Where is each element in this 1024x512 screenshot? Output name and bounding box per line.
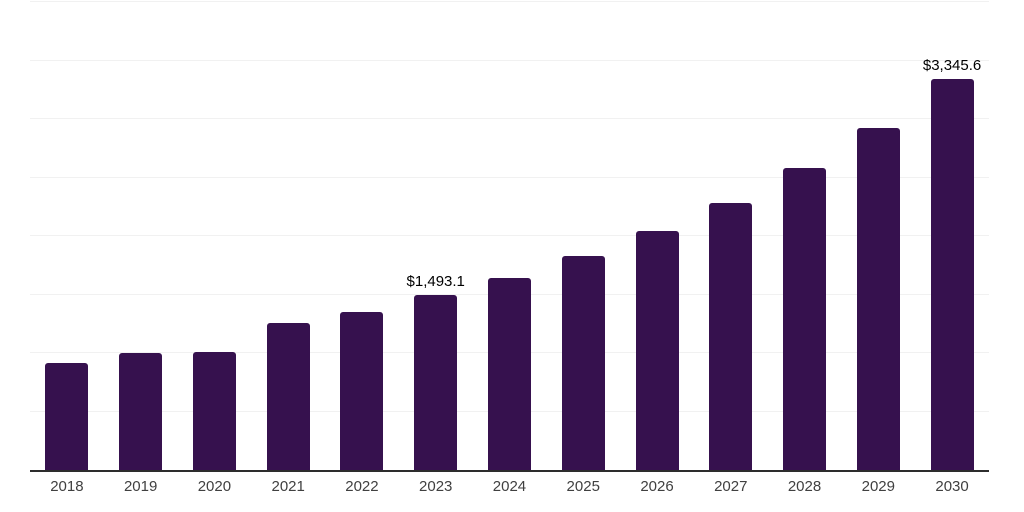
x-axis-label-2027: 2027: [714, 478, 748, 495]
x-axis-label-2023: 2023: [419, 478, 453, 495]
bar-2021[interactable]: [266, 323, 310, 470]
bar-2029[interactable]: [856, 127, 900, 470]
gridline-2000: [30, 235, 989, 236]
bar-2022[interactable]: [340, 312, 384, 470]
x-axis-label-2030: 2030: [935, 478, 969, 495]
x-axis-label-2022: 2022: [345, 478, 379, 495]
x-axis-label-2019: 2019: [123, 478, 158, 495]
x-axis: 2018 2019 2020 2021 2022 2023 2024 2025 2026 2027…: [30, 478, 989, 496]
bar-slot-2029: [841, 2, 915, 470]
bar-slot-2026: [620, 2, 694, 470]
bar-slot-2020: [178, 2, 252, 470]
x-axis-label-2018: 2018: [50, 478, 84, 495]
bar-slot-2028: [768, 2, 842, 470]
bar-2027[interactable]: [709, 203, 753, 470]
bar-value-label-2023: $1,493.1: [406, 273, 465, 291]
bar-value-label-2030: $3,345.6: [922, 56, 982, 74]
x-axis-label-2021: 2021: [271, 478, 305, 495]
x-axis-label-2025: 2025: [566, 478, 600, 495]
bar-slot-2022: [325, 2, 399, 470]
gridline-4000: [30, 1, 989, 2]
gridline-3000: [30, 118, 989, 119]
x-axis-label-2029: 2029: [861, 478, 895, 495]
x-axis-label-2024: 2024: [492, 478, 527, 495]
bar-slot-2019: [104, 2, 178, 470]
bar-2018[interactable]: [45, 362, 89, 470]
bar-2024[interactable]: [487, 278, 531, 470]
gridline-2500: [30, 176, 989, 178]
bar-2025[interactable]: [561, 255, 605, 470]
bar-slot-2018: [30, 2, 104, 470]
bar-2030[interactable]: [930, 78, 974, 470]
bar-2019[interactable]: [119, 353, 163, 470]
bar-slot-2027: [694, 2, 768, 470]
bar-2028[interactable]: [783, 168, 827, 470]
bar-2020[interactable]: [192, 351, 236, 470]
x-axis-label-2028: 2028: [787, 478, 822, 495]
bars-layer: $1,493.1 $3,345.6: [30, 2, 989, 470]
bar-slot-2025: [546, 2, 620, 470]
bar-slot-2024: [473, 2, 547, 470]
bar-2023[interactable]: [414, 295, 458, 470]
plot-area: $1,493.1 $3,345.6: [30, 1, 989, 472]
x-axis-label-2026: 2026: [640, 478, 674, 495]
x-axis-label-2020: 2020: [197, 478, 232, 495]
bar-2026[interactable]: [635, 231, 679, 470]
gridline-3500: [30, 59, 989, 61]
bar-slot-2023: $1,493.1: [399, 2, 473, 470]
bar-slot-2021: [251, 2, 325, 470]
x-axis-line: [30, 470, 989, 472]
bar-slot-2030: $3,345.6: [915, 2, 989, 470]
